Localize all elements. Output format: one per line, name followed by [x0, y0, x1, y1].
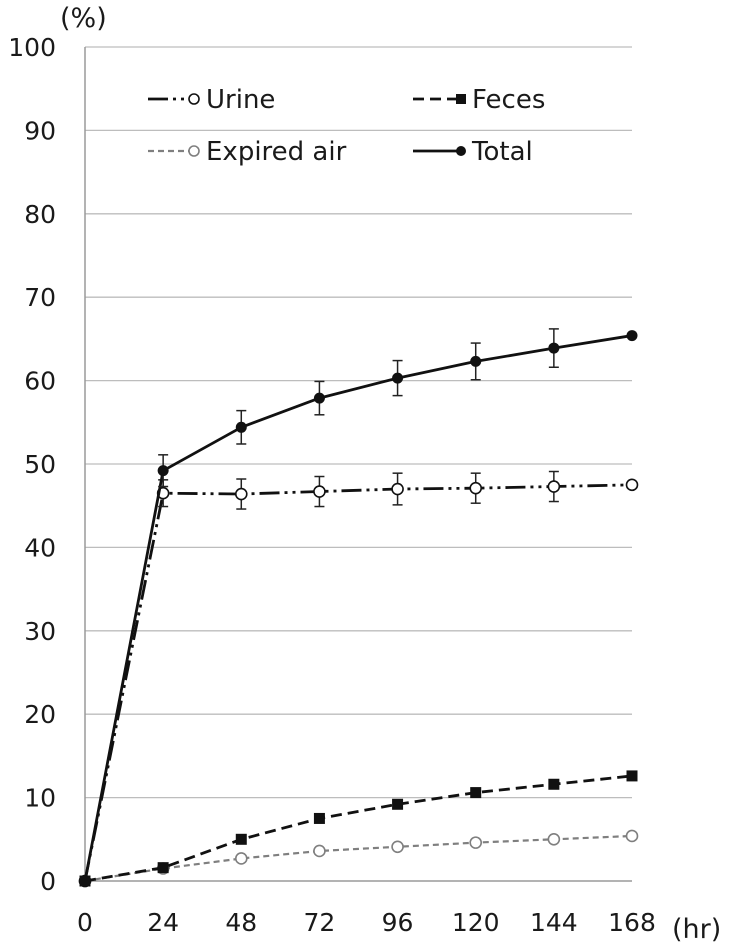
series-layer: [78, 328, 639, 888]
y-tick-label-80: 80: [24, 200, 56, 229]
y-tick-label-100: 100: [8, 33, 56, 62]
y-tick-label-20: 20: [24, 700, 56, 729]
series-line-total: [83, 334, 633, 882]
y-tick-label-40: 40: [24, 533, 56, 562]
series-line-feces: [84, 774, 633, 883]
x-tick-label-144: 144: [530, 908, 578, 937]
point-feces-96: [392, 798, 404, 810]
grid-layer: [85, 46, 632, 799]
x-axis-unit-label: (hr): [672, 914, 721, 945]
x-tick-label-0: 0: [77, 908, 93, 937]
point-total-120: [470, 355, 482, 367]
point-total-24: [157, 465, 169, 477]
x-tick-label-24: 24: [147, 908, 179, 937]
legend-marker-expired-air: [188, 145, 200, 157]
point-expired-air-120: [469, 836, 483, 849]
legend-label-total: Total: [471, 137, 533, 167]
y-tick-label-60: 60: [24, 367, 56, 396]
point-total-48: [235, 421, 247, 433]
legend: Urine Feces Expired air Total: [148, 85, 545, 167]
point-feces-24: [157, 862, 169, 874]
series-feces: [79, 770, 638, 887]
y-axis-unit-label: (%): [60, 3, 107, 34]
point-feces-168: [626, 770, 638, 782]
point-expired-air-48: [234, 852, 248, 865]
series-line-urine: [83, 483, 633, 882]
series-line-expired-air: [84, 834, 633, 883]
point-total-72: [313, 392, 325, 404]
point-urine-144: [547, 480, 561, 493]
point-feces-144: [548, 778, 560, 790]
point-feces-120: [470, 787, 482, 799]
point-total-168: [626, 330, 638, 342]
legend-item-feces: Feces: [413, 85, 545, 115]
point-urine-120: [469, 481, 483, 495]
y-tick-label-70: 70: [24, 283, 56, 312]
legend-item-expired-air: Expired air: [148, 137, 347, 167]
series-expired-air: [78, 829, 639, 888]
point-urine-168: [625, 478, 639, 492]
x-tick-label-96: 96: [382, 908, 414, 937]
legend-label-feces: Feces: [472, 85, 545, 115]
y-tick-label-10: 10: [24, 784, 56, 813]
point-total-96: [392, 372, 404, 384]
point-expired-air-72: [313, 844, 326, 858]
axis-layer: 0 10 20 30 40 50 60 70 80 90 100 0 24 48 72 96 120 144 168: [8, 33, 656, 937]
legend-label-expired-air: Expired air: [206, 137, 347, 167]
x-tick-label-48: 48: [225, 908, 257, 937]
series-total: [79, 328, 638, 887]
point-feces-72: [313, 812, 325, 824]
series-urine: [78, 470, 639, 888]
x-tick-label-168: 168: [608, 908, 656, 937]
y-tick-label-90: 90: [24, 116, 56, 145]
point-total-144: [548, 342, 560, 354]
legend-item-total: Total: [413, 137, 533, 167]
point-urine-72: [313, 485, 326, 498]
x-tick-label-120: 120: [452, 908, 500, 937]
point-urine-96: [391, 482, 404, 496]
legend-label-urine: Urine: [206, 85, 275, 115]
x-tick-label-72: 72: [304, 908, 336, 937]
point-expired-air-144: [547, 832, 561, 846]
point-total-0: [79, 875, 91, 887]
legend-marker-urine: [188, 93, 200, 105]
point-expired-air-168: [625, 829, 639, 843]
point-urine-48: [234, 487, 248, 501]
point-expired-air-96: [391, 840, 404, 854]
legend-marker-total: [456, 146, 466, 156]
y-tick-label-50: 50: [24, 450, 56, 479]
legend-item-urine: Urine: [148, 85, 275, 115]
y-tick-label-0: 0: [40, 867, 56, 896]
y-tick-label-30: 30: [24, 617, 56, 646]
point-feces-48: [235, 833, 247, 845]
legend-marker-feces: [456, 94, 466, 104]
